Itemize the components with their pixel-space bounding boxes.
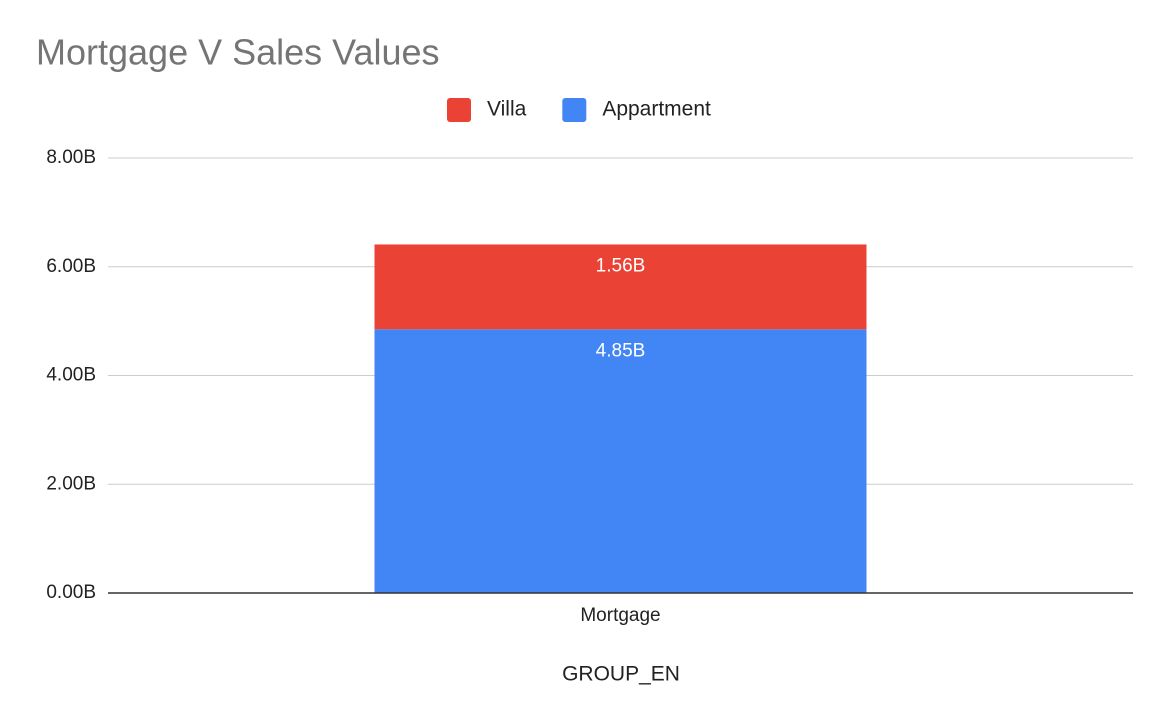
y-tick-label: 2.00B <box>46 473 96 494</box>
value-label: 4.85B <box>596 340 646 361</box>
legend-swatch <box>562 98 587 122</box>
legend-swatch <box>447 98 471 122</box>
y-tick-label: 4.00B <box>46 365 96 386</box>
y-tick-label: 6.00B <box>46 256 96 277</box>
legend-label: Villa <box>487 98 527 121</box>
y-tick-label: 8.00B <box>46 147 96 168</box>
bar-segment <box>374 244 867 330</box>
y-tick-label: 0.00B <box>46 582 96 603</box>
legend-label: Appartment <box>602 98 711 121</box>
x-tick-label: Mortgage <box>580 605 660 626</box>
x-axis-title: GROUP_EN <box>562 663 680 686</box>
bar-segment <box>374 329 867 593</box>
chart-title: Mortgage V Sales Values <box>36 32 440 73</box>
value-label: 1.56B <box>596 255 646 276</box>
